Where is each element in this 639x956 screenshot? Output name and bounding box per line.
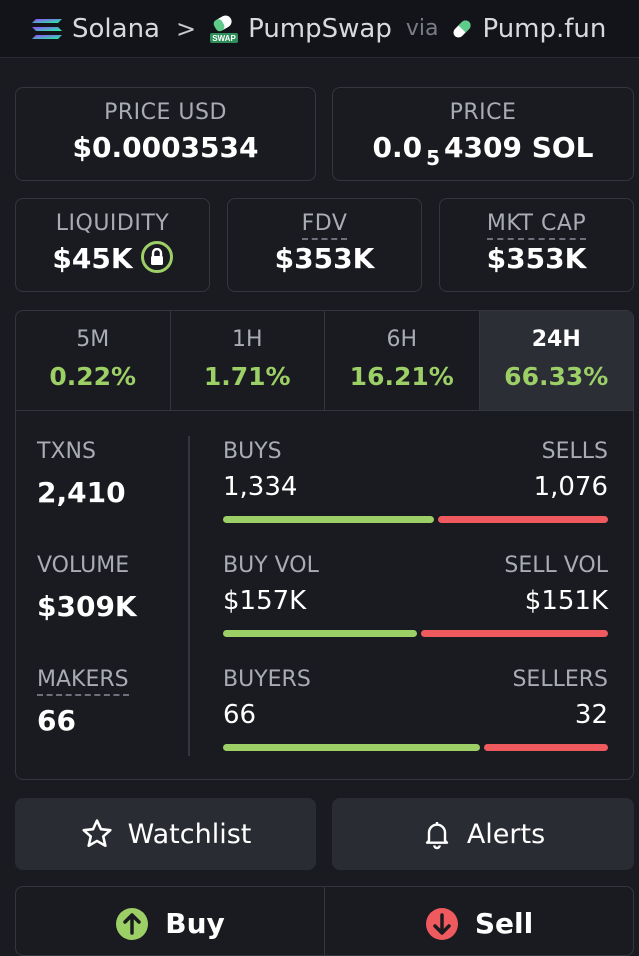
buys-bar <box>223 516 434 523</box>
liquidity-label: LIQUIDITY <box>55 211 170 236</box>
buys-label: BUYS <box>223 439 282 464</box>
sells-value: 1,076 <box>533 472 608 502</box>
stats-section: TXNS 2,410 VOLUME $309K MAKERS 66 BUYS SE… <box>16 411 633 779</box>
mkt-cap-card: MKT CAP $353K <box>439 198 634 292</box>
stats-divider <box>188 436 190 756</box>
makers-value: 66 <box>37 704 76 737</box>
tab-6h[interactable]: 6H 16.21% <box>325 311 480 410</box>
tab-label: 1H <box>231 327 263 352</box>
txns-stat: TXNS 2,410 <box>37 439 126 509</box>
makers-label[interactable]: MAKERS <box>37 667 129 696</box>
tab-24h[interactable]: 24H 66.33% <box>479 311 633 410</box>
buyers-bar <box>223 744 480 751</box>
sell-label: Sell <box>474 907 534 940</box>
alerts-button[interactable]: Alerts <box>332 798 634 870</box>
period-stats-panel: 5M 0.22% 1H 1.71% 6H 16.21% 24H 66.33% T… <box>15 310 634 780</box>
tab-change: 1.71% <box>203 362 291 391</box>
pumpswap-badge: SWAP <box>212 34 236 43</box>
price-native-value: 0.0 5 4309 SOL <box>333 131 633 170</box>
price-native-prefix: 0.0 <box>372 131 423 164</box>
chevron-right-icon: > <box>175 14 197 43</box>
watchlist-label: Watchlist <box>127 818 252 850</box>
sell-vol-value: $151K <box>524 586 608 616</box>
sell-button[interactable]: Sell <box>325 887 633 955</box>
period-tabs: 5M 0.22% 1H 1.71% 6H 16.21% 24H 66.33% <box>16 311 633 411</box>
price-usd-card: PRICE USD $0.0003534 <box>15 87 316 181</box>
sells-label: SELLS <box>541 439 608 464</box>
buy-vol-label: BUY VOL <box>223 553 319 578</box>
lock-icon[interactable] <box>140 241 173 273</box>
fdv-card: FDV $353K <box>227 198 422 292</box>
buyers-label: BUYERS <box>223 667 311 692</box>
chain-link[interactable]: Solana <box>72 13 160 44</box>
sells-bar <box>438 516 608 523</box>
price-native-label: PRICE <box>449 100 517 125</box>
mkt-cap-value: $353K <box>486 242 587 275</box>
bell-icon <box>425 822 449 850</box>
price-native-suffix: 4309 SOL <box>444 131 594 164</box>
trade-buttons: Buy Sell <box>15 886 634 956</box>
txns-label: TXNS <box>37 439 96 464</box>
watchlist-button[interactable]: Watchlist <box>15 798 316 870</box>
fdv-label[interactable]: FDV <box>301 211 348 240</box>
solana-icon <box>32 18 62 39</box>
sellers-label: SELLERS <box>512 667 608 692</box>
pumpswap-icon: SWAP <box>210 15 239 43</box>
sell-vol-label: SELL VOL <box>504 553 608 578</box>
fdv-value: $353K <box>274 242 375 275</box>
tab-label: 24H <box>531 327 581 352</box>
mkt-cap-label[interactable]: MKT CAP <box>486 211 587 240</box>
volume-value: $309K <box>37 590 137 623</box>
sellers-value: 32 <box>574 700 608 730</box>
txns-value: 2,410 <box>37 476 126 509</box>
tab-label: 5M <box>76 327 110 352</box>
breadcrumb: Solana > SWAP PumpSwap via Pump.fun <box>0 0 639 58</box>
arrow-up-circle-icon <box>116 908 149 940</box>
sellers-bar <box>484 744 608 751</box>
pumpfun-pill-icon <box>453 19 472 38</box>
volume-stat: VOLUME $309K <box>37 553 137 623</box>
buy-vol-bar <box>223 630 417 637</box>
liquidity-value: $45K <box>52 242 133 275</box>
makers-stat: MAKERS 66 <box>37 667 129 737</box>
tab-change: 16.21% <box>349 362 454 391</box>
price-usd-value: $0.0003534 <box>72 131 259 164</box>
buys-sells-stat: BUYS SELLS 1,334 1,076 <box>223 439 608 502</box>
buys-value: 1,334 <box>223 472 298 502</box>
arrow-down-circle-icon <box>425 908 458 940</box>
alerts-label: Alerts <box>466 818 546 850</box>
tab-change: 0.22% <box>49 362 137 391</box>
tab-label: 6H <box>386 327 418 352</box>
dex-link[interactable]: PumpSwap <box>248 13 392 44</box>
liquidity-card: LIQUIDITY $45K <box>15 198 210 292</box>
volume-label: VOLUME <box>37 553 130 578</box>
buyers-value: 66 <box>223 700 257 730</box>
via-label: via <box>405 16 439 41</box>
launchpad-link[interactable]: Pump.fun <box>482 13 607 44</box>
buy-vol-value: $157K <box>223 586 307 616</box>
buyers-sellers-stat: BUYERS SELLERS 66 32 <box>223 667 608 730</box>
buy-label: Buy <box>165 907 225 940</box>
price-native-zero-count: 5 <box>426 146 441 170</box>
buy-button[interactable]: Buy <box>16 887 325 955</box>
volume-split-stat: BUY VOL SELL VOL $157K $151K <box>223 553 608 616</box>
star-icon <box>82 819 112 848</box>
tab-5m[interactable]: 5M 0.22% <box>16 311 171 410</box>
tab-1h[interactable]: 1H 1.71% <box>171 311 325 410</box>
price-usd-label: PRICE USD <box>104 100 227 125</box>
price-native-card: PRICE 0.0 5 4309 SOL <box>332 87 634 181</box>
sell-vol-bar <box>421 630 608 637</box>
tab-change: 66.33% <box>504 362 609 391</box>
